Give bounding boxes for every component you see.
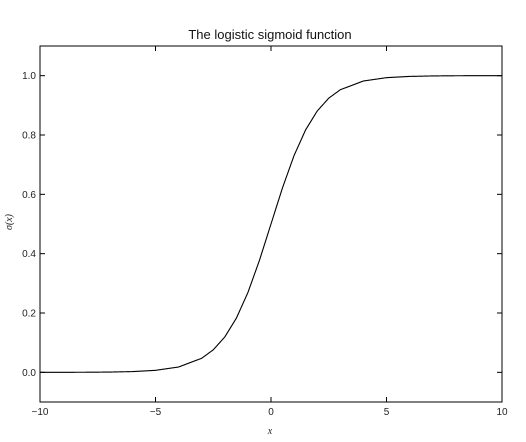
y-tick-label-5: 1.0 [22, 71, 36, 82]
x-tick-label-1: −5 [150, 407, 162, 418]
y-tick-label-0: 0.0 [22, 368, 36, 379]
y-tick-label-4: 0.8 [22, 131, 36, 142]
chart-title: The logistic sigmoid function [188, 27, 351, 42]
x-axis-label: x [267, 426, 273, 437]
x-tick-label-3: 5 [384, 407, 390, 418]
x-tick-label-4: 10 [496, 407, 508, 418]
y-axis-label: σ(x) [4, 213, 15, 230]
y-tick-label-3: 0.6 [22, 190, 36, 201]
y-tick-label-1: 0.2 [22, 309, 36, 320]
x-tick-label-0: −10 [32, 407, 49, 418]
y-tick-label-2: 0.4 [22, 249, 36, 260]
x-tick-label-2: 0 [268, 407, 274, 418]
